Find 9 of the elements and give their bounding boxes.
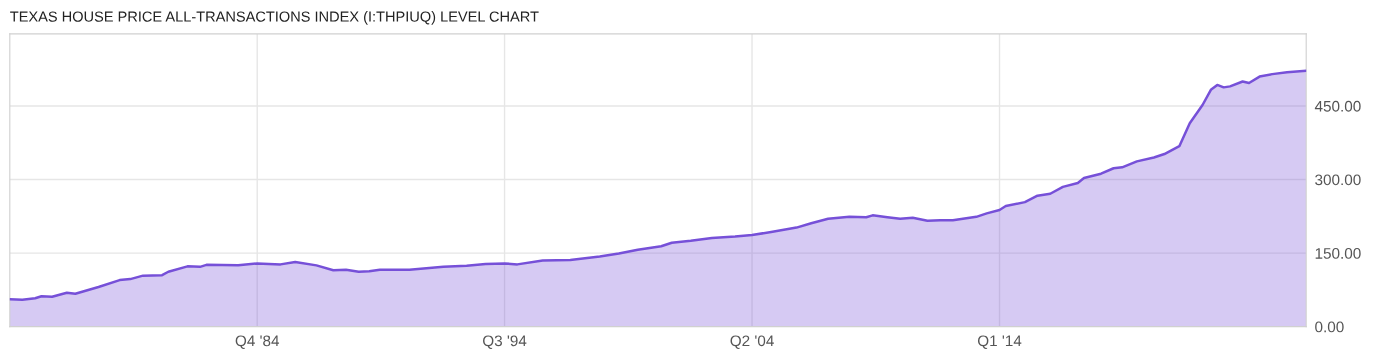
- x-tick-label: Q1 '14: [977, 335, 1022, 349]
- y-tick-label: 150.00: [1315, 247, 1361, 259]
- y-tick-label: 0.00: [1315, 321, 1344, 333]
- x-tick-label: Q4 '84: [235, 335, 280, 349]
- y-tick-label: 300.00: [1315, 174, 1361, 186]
- y-tick-label: 450.00: [1314, 100, 1361, 112]
- x-tick-label: Q2 '04: [730, 335, 774, 349]
- chart-title: TEXAS HOUSE PRICE ALL-TRANSACTIONS INDEX (I:THPIUQ) LEVEL CHART: [10, 11, 539, 25]
- x-tick-label: Q3 '94: [483, 335, 527, 349]
